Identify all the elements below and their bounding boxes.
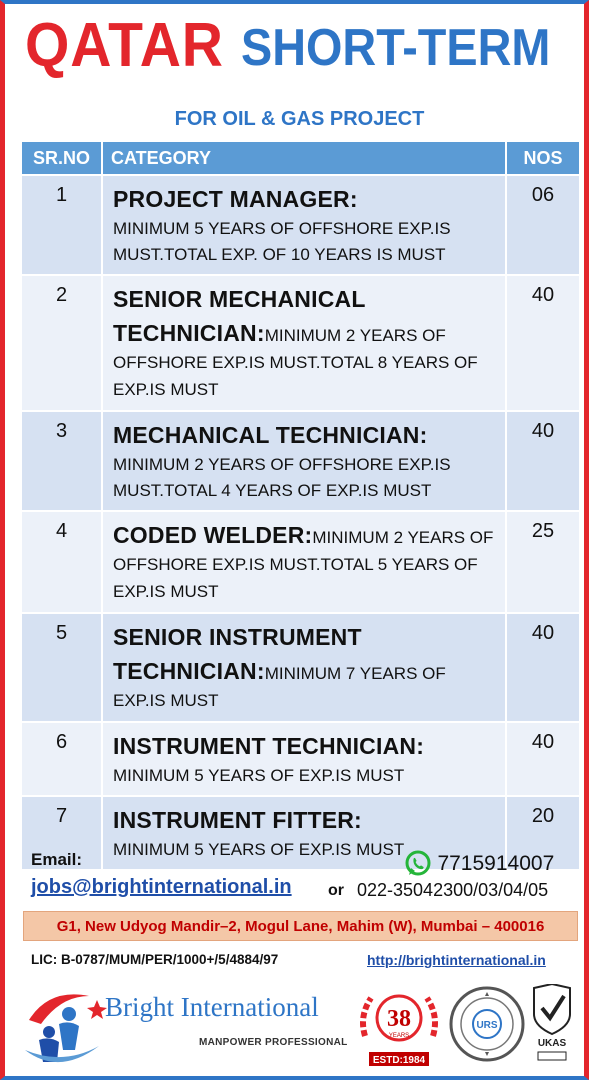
row-category: MECHANICAL TECHNICIAN: MINIMUM 2 YEARS OF… <box>102 410 507 511</box>
row-category: SENIOR MECHANICAL TECHNICIAN:MINIMUM 2 Y… <box>102 274 507 411</box>
jobs-table: SR.NO CATEGORY NOS 1 PROJECT MANAGER: MINI… <box>22 142 579 869</box>
phone-landline[interactable]: 022-35042300/03/04/05 <box>357 880 549 900</box>
row-nos: 06 <box>506 174 579 275</box>
anniversary-number: 38 <box>387 1006 411 1032</box>
table-row: 1 PROJECT MANAGER: MINIMUM 5 YEARS OF OFFS… <box>22 174 579 275</box>
email-link[interactable]: jobs@brightinternational.in <box>31 876 292 898</box>
header-nos: NOS <box>506 142 579 175</box>
table-row: 5 SENIOR INSTRUMENT TECHNICIAN:MINIMUM 7 … <box>22 612 579 722</box>
row-category: CODED WELDER:MINIMUM 2 YEARS OF OFFSHORE… <box>102 510 507 613</box>
brand-logo: Bright International MANPOWER PROFESSION… <box>19 980 355 1076</box>
ukas-checkmark-icon: UKAS <box>533 984 571 1061</box>
phone-mobile[interactable]: 7715914007 <box>437 852 555 875</box>
license-number: LIC: B-0787/MUM/PER/1000+/5/4884/97 <box>31 952 279 967</box>
row-nos: 20 <box>506 795 579 869</box>
row-sr-no: 7 <box>22 795 103 869</box>
job-title: INSTRUMENT FITTER: <box>113 807 362 833</box>
row-nos: 40 <box>506 612 579 722</box>
established-year: ESTD:1984 <box>373 1055 426 1066</box>
row-sr-no: 2 <box>22 274 103 411</box>
row-category: INSTRUMENT TECHNICIAN: MINIMUM 5 YEARS OF… <box>102 721 507 796</box>
anniversary-badge-icon: 38 YEARS ESTD:1984 <box>360 994 438 1066</box>
job-title: CODED WELDER: <box>113 522 313 548</box>
cert-mark: URS <box>476 1020 497 1031</box>
whatsapp-icon <box>403 849 433 879</box>
job-title: MECHANICAL TECHNICIAN: <box>113 422 428 448</box>
job-title: SENIOR MECHANICAL TECHNICIAN: <box>113 286 366 346</box>
row-sr-no: 1 <box>22 174 103 275</box>
table-row: 7 INSTRUMENT FITTER: MINIMUM 5 YEARS OF EX… <box>22 795 579 869</box>
office-address: G1, New Udyog Mandir–2, Mogul Lane, Mahi… <box>23 911 578 941</box>
row-nos: 40 <box>506 410 579 511</box>
ukas-text: UKAS <box>538 1038 567 1049</box>
row-category: PROJECT MANAGER: MINIMUM 5 YEARS OF OFFSH… <box>102 174 507 275</box>
row-sr-no: 5 <box>22 612 103 722</box>
row-nos: 40 <box>506 721 579 796</box>
mobile-phone: 7715914007 <box>403 849 554 879</box>
job-requirement: MINIMUM 2 YEARS OF OFFSHORE EXP.IS MUST.… <box>113 528 494 601</box>
brand-logo-icon <box>25 994 107 1063</box>
table-row: 3 MECHANICAL TECHNICIAN: MINIMUM 2 YEARS O… <box>22 410 579 511</box>
title-qatar: QATAR <box>25 11 224 80</box>
anniversary-word: YEARS <box>389 1033 409 1039</box>
job-title: PROJECT MANAGER: <box>113 186 358 212</box>
job-title: SENIOR INSTRUMENT TECHNICIAN: <box>113 624 362 684</box>
job-requirement: MINIMUM 2 YEARS OF OFFSHORE EXP.IS MUST.… <box>113 455 451 500</box>
headline: QATAR SHORT-TERM <box>19 10 579 96</box>
certification-seal-icon: URS <box>449 986 525 1062</box>
row-nos: 40 <box>506 274 579 411</box>
table-row: 4 CODED WELDER:MINIMUM 2 YEARS OF OFFSHOR… <box>22 510 579 613</box>
title-short-term: SHORT-TERM <box>241 19 551 77</box>
header-sr-no: SR.NO <box>22 142 103 175</box>
brand-name: Bright International <box>105 992 319 1022</box>
table-header-row: SR.NO CATEGORY NOS <box>22 142 579 175</box>
job-requirement: MINIMUM 5 YEARS OF OFFSHORE EXP.IS MUST.… <box>113 219 451 264</box>
row-sr-no: 3 <box>22 410 103 511</box>
job-requirement: MINIMUM 7 YEARS OF EXP.IS MUST <box>113 664 446 710</box>
job-title: INSTRUMENT TECHNICIAN: <box>113 733 425 759</box>
table-row: 2 SENIOR MECHANICAL TECHNICIAN:MINIMUM 2 … <box>22 274 579 411</box>
row-nos: 25 <box>506 510 579 613</box>
subtitle: FOR OIL & GAS PROJECT <box>174 108 425 130</box>
row-category: INSTRUMENT FITTER: MINIMUM 5 YEARS OF EXP… <box>102 795 507 869</box>
row-category: SENIOR INSTRUMENT TECHNICIAN:MINIMUM 7 Y… <box>102 612 507 722</box>
brand-tagline: MANPOWER PROFESSIONAL <box>199 1037 348 1048</box>
or-text: or <box>328 882 344 899</box>
table-row: 6 INSTRUMENT TECHNICIAN: MINIMUM 5 YEARS O… <box>22 721 579 796</box>
row-sr-no: 4 <box>22 510 103 613</box>
job-requirement: MINIMUM 5 YEARS OF EXP.IS MUST <box>113 840 405 859</box>
job-requirement: MINIMUM 5 YEARS OF EXP.IS MUST <box>113 766 405 785</box>
website-link[interactable]: http://brightinternational.in <box>367 952 546 968</box>
header-category: CATEGORY <box>102 142 507 175</box>
job-requirement: MINIMUM 2 YEARS OF OFFSHORE EXP.IS MUST.… <box>113 326 478 399</box>
email-label: Email: <box>31 850 83 869</box>
row-sr-no: 6 <box>22 721 103 796</box>
